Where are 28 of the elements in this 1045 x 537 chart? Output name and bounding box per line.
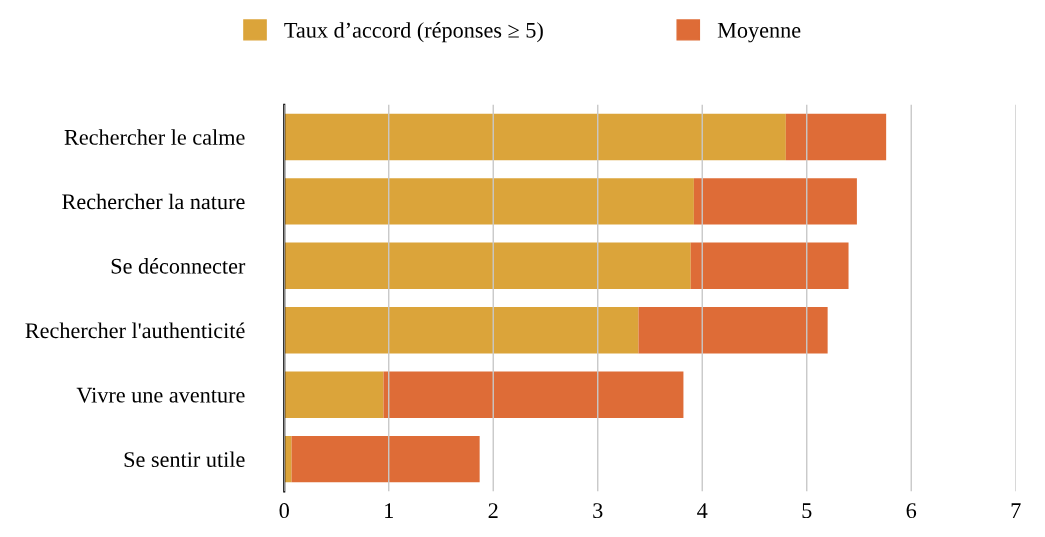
bar [291, 435, 480, 483]
x-tick-label: 3 [593, 503, 603, 519]
y-tick-label: Rechercher la nature [62, 193, 245, 210]
y-tick-label: Se sentir utile [124, 451, 245, 468]
legend-label: Taux d’accord (réponses ≥ 5) [284, 22, 543, 43]
bar [638, 307, 828, 354]
y-tick-label: Rechercher le calme [64, 129, 245, 145]
legend-label: Moyenne [717, 23, 801, 43]
bar [284, 178, 694, 225]
y-tick-label: Vivre une aventure [76, 387, 245, 403]
bar [785, 113, 887, 161]
bar [284, 371, 384, 418]
y-tick-label: Se déconnecter [111, 258, 246, 274]
bar [284, 307, 639, 354]
x-tick-label: 2 [488, 503, 498, 518]
y-tick-label: Rechercher l'authenticité [25, 322, 245, 339]
x-tick-label: 5 [802, 503, 812, 519]
x-tick-label: 4 [697, 503, 708, 518]
x-tick-label: 7 [1011, 503, 1021, 518]
bar [690, 242, 849, 290]
x-tick-label: 1 [385, 503, 393, 518]
bar [383, 371, 684, 418]
x-tick-label: 0 [279, 503, 289, 519]
bar [693, 178, 857, 225]
bar [284, 242, 691, 290]
bar [284, 435, 292, 483]
bar [284, 113, 786, 161]
x-tick-label: 6 [906, 503, 917, 519]
